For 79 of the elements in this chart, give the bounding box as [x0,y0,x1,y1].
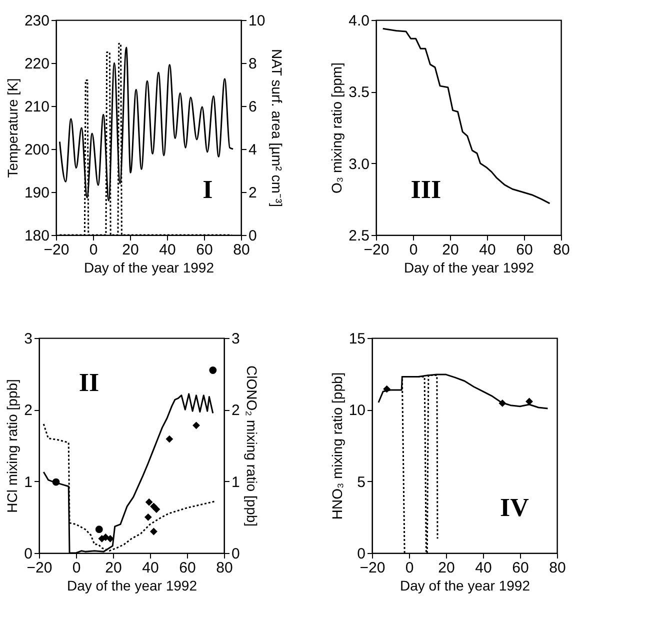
y-tick-label: 3 [24,330,32,348]
y-tick-label: 210 [24,98,50,116]
y-tick-label: 2 [24,402,32,420]
y-tick-label: 3.5 [348,84,370,102]
x-tick-label: 0 [89,242,98,258]
point [144,513,152,521]
x-axis-title: Day of the year 1992 [400,578,530,594]
x-tick-label: 20 [442,242,459,258]
y2-tick-label: 8 [248,56,257,72]
x-tick-label: 40 [159,242,176,258]
y2-tick-label: 2 [248,184,257,202]
x-tick-label: 40 [475,560,492,576]
y-tick-label: 0 [24,546,32,562]
y-tick-label: 4.0 [348,12,370,30]
y2-axis-title: NAT surf. area [µm² cm⁻³] [269,48,286,208]
y-tick-label: 0 [357,546,366,562]
annotation: II [78,368,100,398]
x-tick-label: 0 [72,560,81,576]
point [209,366,217,374]
y-tick-label: 2.5 [348,228,370,244]
point [150,502,158,510]
point [95,526,103,534]
x-tick-label: 40 [479,242,496,258]
x-axis-title: Day of the year 1992 [84,260,214,276]
x-tick-label: 20 [105,560,122,576]
x-tick-label: 80 [553,242,570,258]
x-tick-label: 60 [179,560,196,576]
x-tick-label: −20 [360,560,386,576]
point [166,435,174,443]
y-tick-label: 200 [24,142,50,158]
x-axis-title: Day of the year 1992 [67,578,198,594]
x-tick-label: 80 [216,560,233,576]
y2-tick-label: 2 [232,402,240,420]
point [52,478,60,486]
y-axis-title: Temperature [K] [4,78,20,178]
x-tick-label: 60 [512,560,529,576]
y-tick-label: 3.0 [348,156,370,173]
y-axis-title: O₃ mixing ratio [ppm] [328,62,345,194]
x-tick-label: 60 [196,242,213,258]
y2-tick-label: 4 [248,142,257,158]
annotation: IV [500,492,530,522]
y-axis-title: HCl mixing ratio [ppb] [4,379,20,513]
x-tick-label: −20 [26,560,52,576]
point [150,528,158,536]
y-tick-label: 5 [357,474,366,491]
point [383,385,391,393]
x-tick-label: 0 [405,560,414,576]
x-tick-label: 60 [516,242,533,258]
x-axis-title: Day of the year 1992 [404,260,534,276]
y-tick-label: 190 [24,184,50,202]
y-axis-title: HNO₃ mixing ratio [ppb] [328,372,345,520]
line-series [382,28,550,204]
y-tick-label: 220 [24,56,50,72]
point [145,498,153,506]
x-tick-label: 40 [142,560,159,576]
y2-tick-label: 0 [232,546,240,562]
y2-tick-label: 6 [248,98,257,116]
x-tick-label: 20 [122,242,139,258]
y2-axis-title: ClONO₂ mixing ratio [ppb] [244,365,260,527]
x-tick-label: −20 [364,242,390,258]
x-tick-label: 20 [438,560,455,576]
x-tick-label: 80 [233,242,250,258]
y2-tick-label: 10 [248,12,266,30]
x-tick-label: −20 [44,242,70,258]
x-tick-label: 80 [549,560,566,576]
y2-tick-label: 0 [248,228,257,244]
y-tick-label: 180 [24,228,50,244]
point [498,400,506,407]
point [192,422,200,430]
y-tick-label: 10 [348,402,366,420]
y2-tick-label: 3 [232,330,240,348]
annotation: III [410,174,442,204]
y-tick-label: 230 [24,12,50,30]
x-tick-label: 0 [409,242,418,258]
y-tick-label: 1 [24,474,32,491]
point [106,534,114,542]
y-tick-label: 15 [348,330,366,348]
annotation: I [202,174,213,204]
y2-tick-label: 1 [232,474,240,491]
